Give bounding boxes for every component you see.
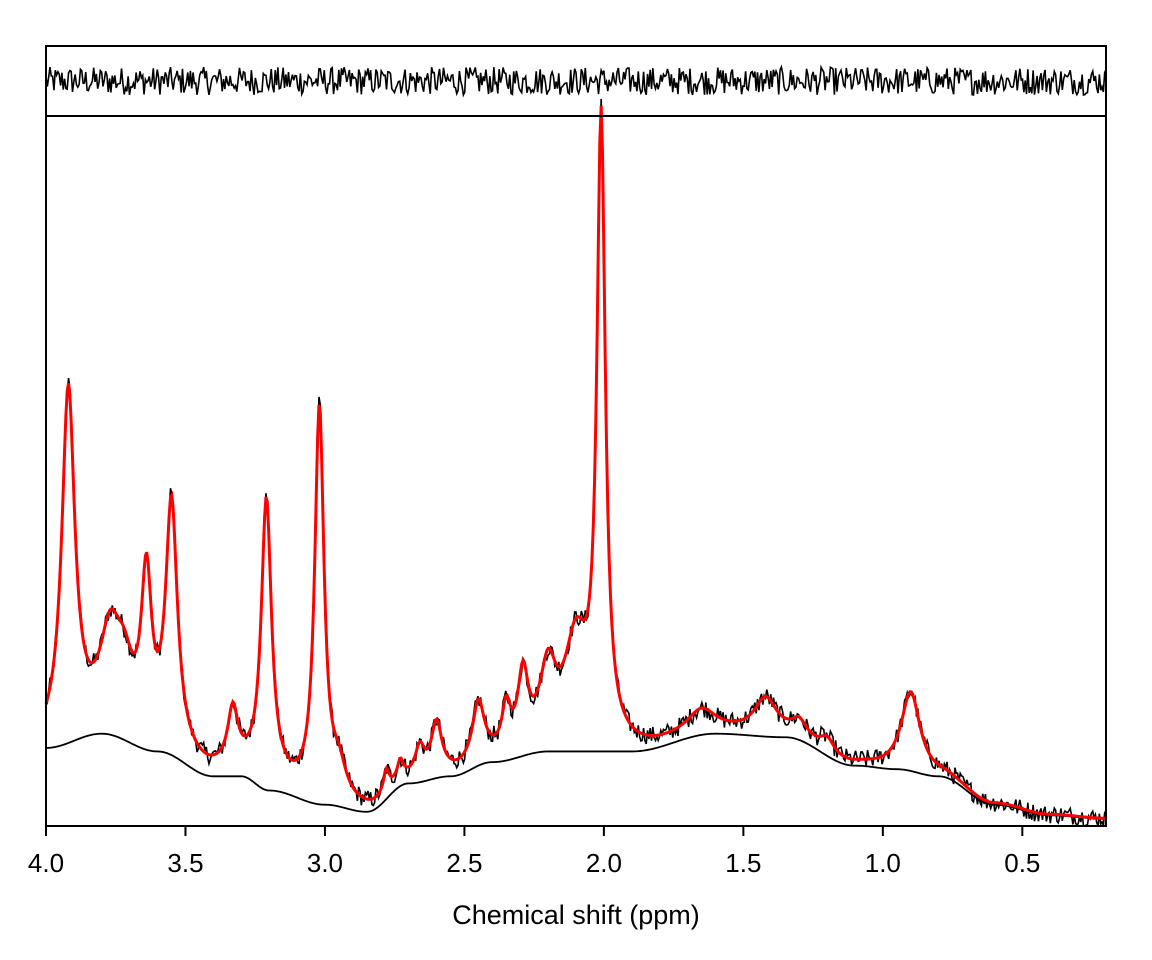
main-panel-frame bbox=[45, 115, 1107, 827]
residual-line bbox=[45, 64, 1107, 98]
x-tick-label: 4.0 bbox=[28, 848, 64, 878]
x-axis: 4.0 3.5 3.0 2.5 2.0 1.5 1.0 0.5 Chemical shift … bbox=[28, 825, 1106, 930]
x-tick-label: 0.5 bbox=[1004, 848, 1040, 878]
x-tick-label: 3.0 bbox=[307, 848, 343, 878]
main-panel bbox=[44, 98, 1107, 827]
x-tick-label: 1.5 bbox=[725, 848, 761, 878]
baseline-line bbox=[45, 732, 1106, 820]
x-axis-title: Chemical shift (ppm) bbox=[452, 900, 700, 930]
x-tick-label: 1.0 bbox=[865, 848, 901, 878]
x-ticks: 4.0 3.5 3.0 2.5 2.0 1.5 1.0 0.5 bbox=[28, 826, 1040, 878]
x-tick-label: 3.5 bbox=[167, 848, 203, 878]
x-tick-label: 2.0 bbox=[586, 848, 622, 878]
fit-line bbox=[44, 105, 1107, 820]
x-tick-label: 2.5 bbox=[446, 848, 482, 878]
residual-panel bbox=[45, 45, 1107, 117]
spectrum-line bbox=[45, 98, 1107, 827]
